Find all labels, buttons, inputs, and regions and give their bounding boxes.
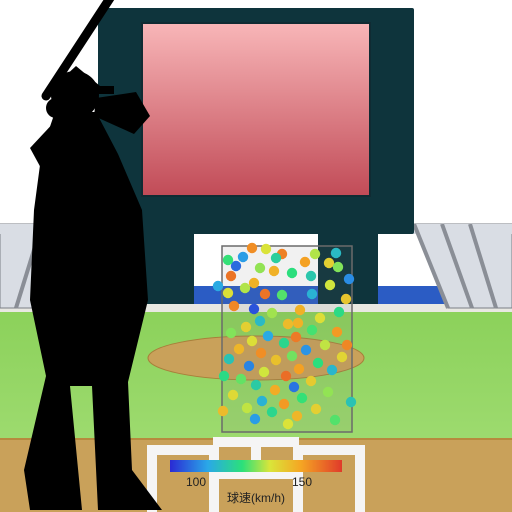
pitch-point [269, 266, 279, 276]
pitch-point [289, 382, 299, 392]
pitch-point [261, 244, 271, 254]
pitch-point [242, 403, 252, 413]
pitch-point [249, 278, 259, 288]
pitch-point [229, 301, 239, 311]
pitch-point [330, 415, 340, 425]
pitch-point [224, 354, 234, 364]
pitch-point [287, 268, 297, 278]
pitch-point [238, 252, 248, 262]
pitch-point [293, 318, 303, 328]
pitch-point [219, 371, 229, 381]
pitch-point [331, 248, 341, 258]
pitch-point [300, 257, 310, 267]
pitch-point [307, 325, 317, 335]
pitch-point [301, 345, 311, 355]
pitch-point [334, 307, 344, 317]
pitch-point [277, 290, 287, 300]
colorbar-tick: 150 [292, 475, 312, 489]
pitch-point [320, 340, 330, 350]
pitch-point [279, 399, 289, 409]
pitch-point [249, 304, 259, 314]
pitch-point [236, 374, 246, 384]
pitch-point [270, 385, 280, 395]
pitch-point [218, 406, 228, 416]
pitch-point [223, 288, 233, 298]
pitch-point [228, 390, 238, 400]
chart-svg: 100 150 球速(km/h) [0, 0, 512, 512]
pitch-point [344, 274, 354, 284]
pitch-point [226, 328, 236, 338]
pitch-point [223, 255, 233, 265]
pitch-point [323, 387, 333, 397]
pitch-point [255, 263, 265, 273]
pitch-point [346, 397, 356, 407]
pitch-point [241, 322, 251, 332]
pitch-point [213, 281, 223, 291]
pitch-point [287, 351, 297, 361]
pitch-point [250, 414, 260, 424]
pitch-point [333, 262, 343, 272]
pitch-point [257, 396, 267, 406]
pitch-location-chart: 100 150 球速(km/h) [0, 0, 512, 512]
pitch-point [297, 393, 307, 403]
pitch-point [279, 338, 289, 348]
pitch-point [263, 331, 273, 341]
pitch-point [341, 294, 351, 304]
pitch-point [271, 355, 281, 365]
pitch-point [325, 280, 335, 290]
pitch-point [327, 365, 337, 375]
colorbar-label: 球速(km/h) [227, 491, 285, 505]
pitch-point [251, 380, 261, 390]
pitch-point [313, 358, 323, 368]
colorbar-tick: 100 [186, 475, 206, 489]
pitch-point [267, 407, 277, 417]
pitch-point [311, 404, 321, 414]
pitch-point [332, 327, 342, 337]
pitch-point [324, 258, 334, 268]
pitch-point [240, 283, 250, 293]
pitch-point [283, 319, 293, 329]
pitch-point [342, 340, 352, 350]
pitch-point [281, 371, 291, 381]
pitch-point [234, 344, 244, 354]
pitch-point [310, 249, 320, 259]
pitch-point [256, 348, 266, 358]
scoreboard-screen [142, 23, 370, 196]
pitch-point [259, 367, 269, 377]
pitch-point [271, 253, 281, 263]
pitch-point [337, 352, 347, 362]
pitch-point [226, 271, 236, 281]
pitch-point [255, 316, 265, 326]
pitch-point [283, 419, 293, 429]
colorbar [170, 460, 342, 472]
pitch-point [307, 289, 317, 299]
pitch-point [295, 305, 305, 315]
pitch-point [244, 361, 254, 371]
pitch-point [306, 271, 316, 281]
pitch-point [294, 364, 304, 374]
pitch-point [291, 332, 301, 342]
pitch-point [247, 243, 257, 253]
pitch-point [247, 336, 257, 346]
pitch-point [267, 308, 277, 318]
pitch-point [292, 411, 302, 421]
pitch-point [306, 376, 316, 386]
pitch-point [260, 289, 270, 299]
pitch-point [315, 313, 325, 323]
